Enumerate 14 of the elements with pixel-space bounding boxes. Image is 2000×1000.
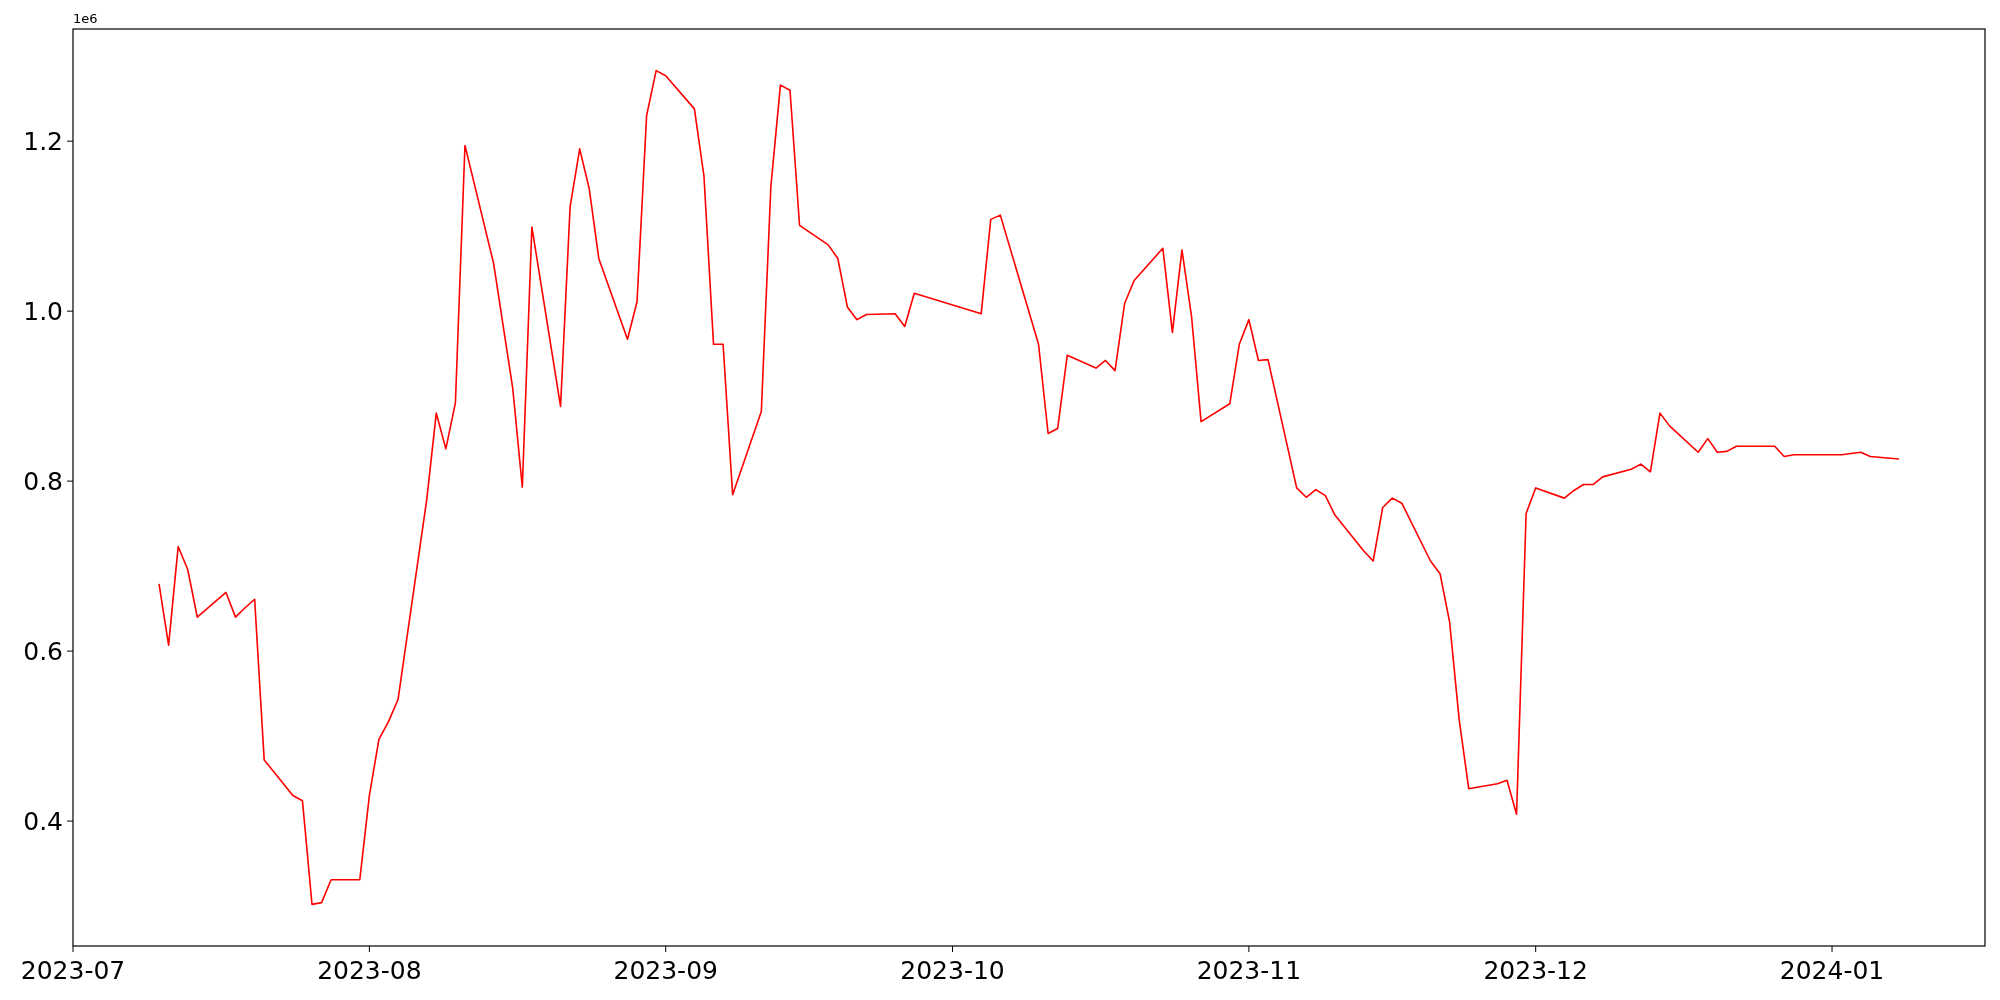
x-tick-label: 2024-01 xyxy=(1779,956,1885,985)
line-series xyxy=(158,69,1900,906)
y-tick-label: 0.4 xyxy=(23,806,63,836)
x-tick-label: 2023-09 xyxy=(613,956,718,985)
x-tick-label: 2023-08 xyxy=(317,956,422,985)
x-tick-label: 2023-12 xyxy=(1483,956,1588,985)
x-tick-label: 2023-11 xyxy=(1196,956,1302,985)
y-tick-label: 0.8 xyxy=(23,466,63,496)
text: 1e6 xyxy=(73,11,98,26)
y-tick-label: 1.0 xyxy=(23,296,63,326)
x-tick-label: 2023-10 xyxy=(900,956,1005,985)
x-tick-label: 2023-07 xyxy=(20,956,126,985)
y-tick-label: 0.6 xyxy=(23,636,63,666)
y-tick-label: 1.2 xyxy=(23,126,63,156)
